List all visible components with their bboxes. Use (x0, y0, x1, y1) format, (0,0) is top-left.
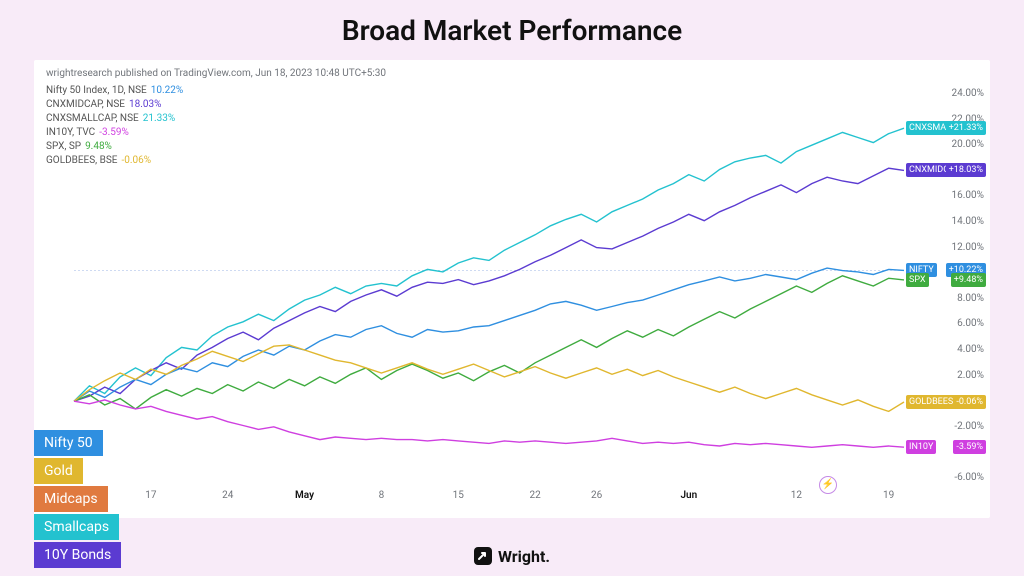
y-tick: 4.00% (957, 344, 984, 355)
x-axis-ticks: 17 24 May 8 15 22 26 Jun 12 19 (34, 490, 990, 504)
end-pct-spx: +9.48% (951, 273, 986, 287)
y-tick: 20.00% (952, 139, 984, 150)
series-in10y (74, 400, 904, 447)
y-tick: 16.00% (952, 190, 984, 201)
series-cnxsmallcap (74, 128, 904, 401)
end-badge-goldbees: GOLDBEES (906, 395, 956, 409)
series-spx (74, 276, 904, 409)
y-tick: 24.00% (952, 88, 984, 99)
brand-footer: Wright. (0, 547, 1024, 566)
end-pct-cnxsmallcap: +21.33% (946, 121, 986, 135)
end-badge-spx: SPX (906, 273, 929, 287)
y-tick: 14.00% (952, 216, 984, 227)
x-tick: 26 (591, 490, 602, 501)
y-tick: -6.00% (954, 472, 984, 483)
y-tick: 12.00% (952, 242, 984, 253)
x-tick: 24 (222, 490, 233, 501)
y-tick: 2.00% (957, 370, 984, 381)
category-nifty-50: Nifty 50 (34, 430, 103, 456)
chart-plot (34, 60, 990, 518)
x-tick: 8 (379, 490, 385, 501)
end-pct-cnxmidcap: +18.03% (946, 163, 986, 177)
y-tick: -2.00% (954, 421, 984, 432)
y-tick: 8.00% (957, 293, 984, 304)
category-smallcaps: Smallcaps (34, 514, 119, 540)
end-pct-goldbees: -0.06% (953, 395, 986, 409)
end-pct-in10y: -3.59% (953, 440, 986, 454)
series-nifty (74, 268, 904, 401)
x-tick: Jun (680, 490, 697, 501)
brand-text: Wright. (498, 547, 550, 566)
chart-panel: wrightresearch published on TradingView.… (34, 60, 990, 518)
x-tick: 22 (529, 490, 540, 501)
x-tick: May (295, 490, 314, 501)
series-cnxmidcap (74, 168, 904, 401)
x-tick: 15 (453, 490, 464, 501)
category-gold: Gold (34, 458, 83, 484)
x-tick: 12 (791, 490, 802, 501)
y-tick: 6.00% (957, 318, 984, 329)
category-midcaps: Midcaps (34, 486, 108, 512)
page-title: Broad Market Performance (0, 14, 1024, 47)
x-tick: 17 (145, 490, 156, 501)
brand-icon (474, 547, 492, 565)
end-badge-in10y: IN10Y (906, 440, 936, 454)
x-tick: 19 (883, 490, 894, 501)
